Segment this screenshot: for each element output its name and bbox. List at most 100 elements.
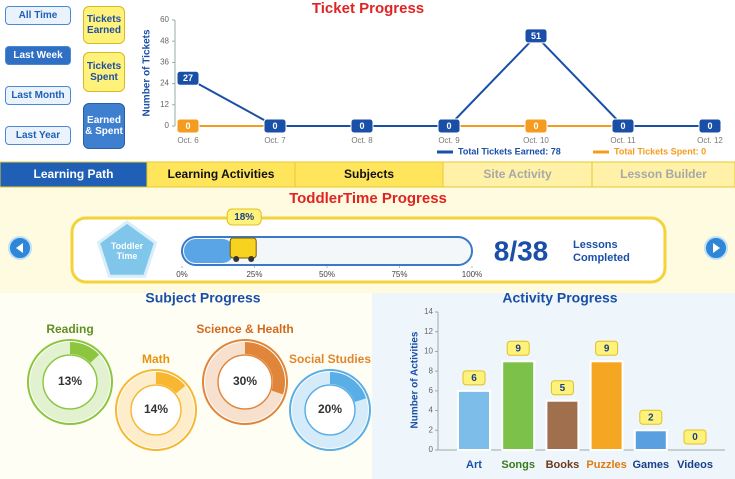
tab-label: Learning Activities — [168, 167, 275, 181]
bar — [633, 429, 668, 451]
tab[interactable] — [294, 161, 444, 188]
y-tick-label: 48 — [160, 36, 169, 45]
y-tick-label: 4 — [429, 406, 434, 415]
bar — [589, 360, 624, 451]
tab[interactable] — [591, 161, 735, 188]
x-tick-label: Oct. 10 — [523, 136, 549, 145]
tab-label: Learning Path — [33, 167, 113, 181]
value-label: 18% — [234, 212, 254, 223]
tab[interactable] — [0, 161, 148, 188]
ticket-filter-button[interactable]: Tickets Spent — [83, 52, 125, 92]
time-filter-button[interactable]: Last Week — [5, 46, 71, 65]
bus-icon — [229, 237, 257, 259]
data-label: 0 — [185, 121, 190, 131]
series-line — [187, 34, 710, 127]
point-badge — [524, 118, 548, 134]
y-axis-label: Number of Tickets — [142, 29, 153, 116]
bar-label-badge — [506, 340, 530, 356]
x-tick-label: Books — [546, 459, 580, 471]
donut-arc — [329, 372, 367, 403]
x-tick-label: Songs — [501, 459, 535, 471]
point-badge — [611, 118, 635, 134]
data-label: 0 — [446, 121, 451, 131]
ticket-filter-button[interactable]: Tickets Earned — [83, 6, 125, 44]
data-label: 5 — [560, 383, 566, 394]
x-tick-label: Puzzles — [586, 459, 626, 471]
legend-label: Total Tickets Earned: 78 — [458, 146, 561, 156]
x-tick-label: Oct. 7 — [264, 136, 286, 145]
data-label: 27 — [183, 73, 193, 83]
bar — [501, 360, 536, 451]
nav-arrow-icon — [713, 243, 720, 253]
donut-arc — [155, 372, 186, 394]
y-tick-label: 12 — [424, 327, 433, 336]
lesson-count-label: Lessons Completed — [573, 239, 630, 264]
y-tick-label: 0 — [165, 121, 170, 130]
donut-inner — [304, 384, 356, 436]
donut-value: 20% — [318, 402, 342, 416]
tab-label: Site Activity — [483, 167, 552, 181]
time-filter-button[interactable]: Last Month — [5, 86, 71, 105]
bar-label-badge — [550, 380, 574, 396]
chart-title: Ticket Progress — [312, 0, 424, 17]
nav-arrow-icon — [16, 243, 23, 253]
ticket-filter-button[interactable]: Earned & Spent — [83, 103, 125, 149]
point-badge — [176, 118, 200, 134]
donut-value: 13% — [58, 374, 82, 388]
data-label: 0 — [692, 432, 698, 443]
section-title: Activity Progress — [502, 290, 617, 306]
time-filter-button[interactable]: All Time — [5, 6, 71, 25]
data-label: 51 — [531, 31, 541, 41]
data-label: 0 — [272, 121, 277, 131]
donut-arc — [69, 342, 100, 364]
y-tick-label: 6 — [429, 386, 434, 395]
point-badge — [698, 118, 722, 134]
bus-wheel — [248, 256, 255, 262]
x-tick-label: Oct. 8 — [351, 136, 373, 145]
point-badge — [524, 28, 548, 44]
x-tick-label: 50% — [319, 270, 335, 279]
data-label: 0 — [707, 121, 712, 131]
data-label: 9 — [604, 343, 610, 354]
x-tick-label: Oct. 12 — [697, 136, 723, 145]
x-tick-label: Oct. 9 — [438, 136, 460, 145]
data-label: 0 — [359, 121, 364, 131]
bar — [545, 399, 580, 452]
y-tick-label: 36 — [160, 58, 169, 67]
legend-label: Total Tickets Spent: 0 — [614, 146, 706, 156]
donut-value: 14% — [144, 402, 168, 416]
y-tick-label: 10 — [424, 347, 433, 356]
bus-wheel — [233, 256, 240, 262]
tab-label: Subjects — [344, 167, 394, 181]
y-tick-label: 24 — [160, 79, 169, 88]
y-tick-label: 8 — [429, 366, 434, 375]
data-label: 6 — [471, 373, 477, 384]
data-label: 0 — [533, 121, 538, 131]
point-badge — [176, 70, 200, 86]
point-badge — [263, 118, 287, 134]
donut-value: 30% — [233, 374, 257, 388]
value-badge — [226, 208, 262, 226]
donut-inner — [42, 354, 98, 410]
donut-label: Social Studies — [289, 352, 371, 366]
tab-label: Lesson Builder — [620, 167, 707, 181]
section-title: Subject Progress — [145, 290, 260, 306]
x-tick-label: 25% — [246, 270, 262, 279]
x-tick-label: Games — [632, 459, 669, 471]
section-title: ToddlerTime Progress — [289, 190, 447, 207]
point-badge — [350, 118, 374, 134]
x-tick-label: Videos — [677, 459, 713, 471]
y-axis-label: Number of Activities — [410, 331, 421, 428]
donut-inner — [130, 384, 182, 436]
time-filter-button[interactable]: Last Year — [5, 126, 71, 145]
donut-arc — [244, 342, 285, 395]
point-badge — [437, 118, 461, 134]
y-tick-label: 14 — [424, 307, 433, 316]
x-tick-label: Oct. 11 — [610, 136, 636, 145]
bar-label-badge — [683, 429, 707, 445]
data-label: 2 — [648, 412, 654, 423]
donut-label: Reading — [46, 322, 93, 336]
x-tick-label: 0% — [176, 270, 188, 279]
y-tick-label: 12 — [160, 100, 169, 109]
